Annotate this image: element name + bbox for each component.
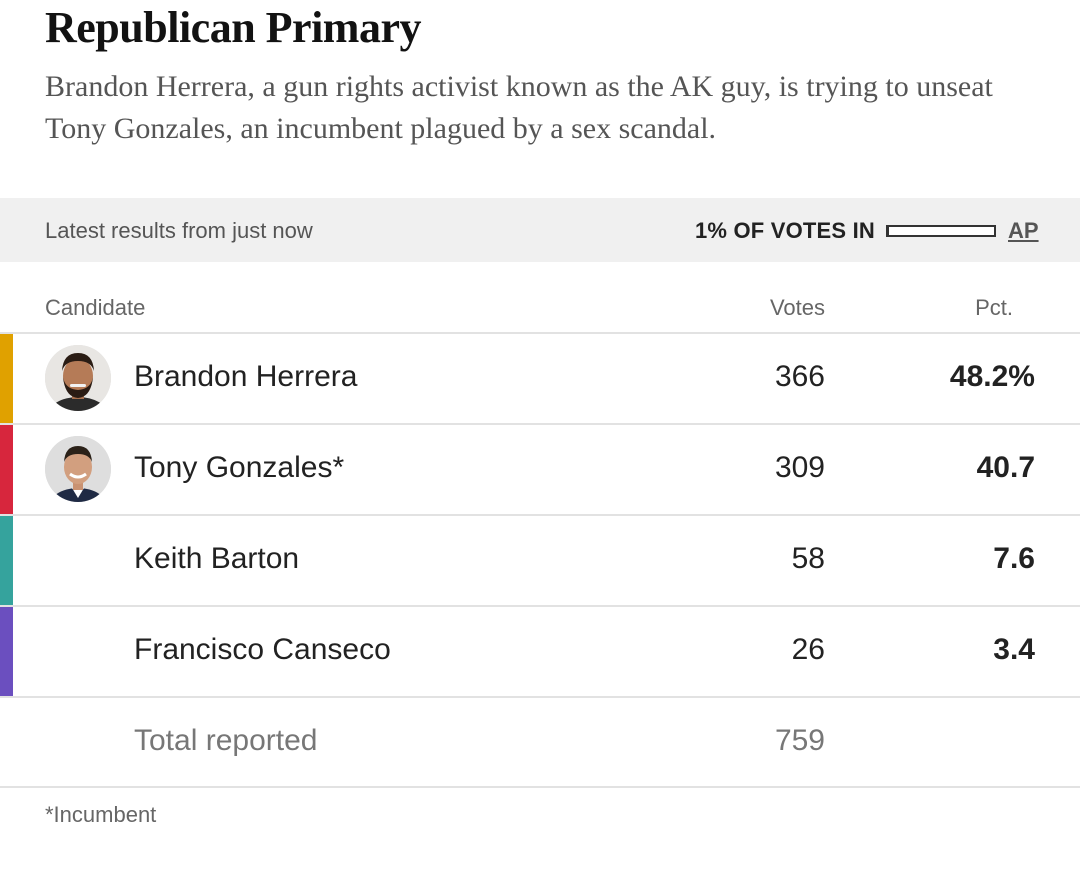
column-header-candidate: Candidate: [45, 295, 146, 320]
table-row: Tony Gonzales* 309 40.7: [0, 423, 1080, 514]
candidate-votes: 366: [774, 360, 825, 393]
total-row: Total reported 759: [0, 696, 1080, 788]
column-header-pct: Pct.: [975, 295, 1013, 320]
party-color-swatch: [0, 425, 13, 514]
candidate-name: Brandon Herrera: [134, 360, 358, 393]
party-color-swatch: [0, 516, 13, 605]
candidate-pct: 3.4: [993, 633, 1035, 666]
votes-in-progress-bar: [886, 225, 996, 237]
candidate-votes: 309: [774, 451, 825, 484]
candidate-avatar: [45, 345, 111, 411]
candidate-pct: 48.2%: [949, 360, 1035, 393]
table-row: Francisco Canseco 26 3.4: [0, 605, 1080, 696]
candidate-name: Keith Barton: [134, 542, 300, 575]
total-votes: 759: [774, 724, 825, 757]
party-color-swatch: [0, 607, 13, 696]
candidate-pct: 7.6: [993, 542, 1035, 575]
column-header-votes: Votes: [769, 295, 825, 320]
votes-in-label: 1% OF VOTES IN: [694, 218, 875, 243]
race-description: Brandon Herrera, a gun rights activist k…: [45, 70, 993, 145]
latest-results-text: Latest results from just now: [45, 218, 313, 243]
table-row: Brandon Herrera 366 48.2%: [0, 332, 1080, 423]
gonzales-photo-icon: [45, 436, 111, 502]
party-color-swatch: [0, 334, 13, 423]
candidate-name: Francisco Canseco: [134, 633, 391, 666]
candidate-votes: 58: [791, 542, 825, 575]
total-label: Total reported: [134, 724, 318, 757]
page-title: Republican Primary: [45, 3, 421, 52]
votes-in-progress-fill: [888, 227, 890, 235]
ap-source-link[interactable]: AP: [1008, 218, 1039, 243]
candidate-avatar: [45, 436, 111, 502]
table-row: Keith Barton 58 7.6: [0, 514, 1080, 605]
candidate-votes: 26: [791, 633, 825, 666]
candidate-name: Tony Gonzales*: [134, 451, 345, 484]
candidate-pct: 40.7: [976, 451, 1035, 484]
herrera-photo-icon: [45, 345, 111, 411]
incumbent-footnote: *Incumbent: [45, 802, 157, 827]
